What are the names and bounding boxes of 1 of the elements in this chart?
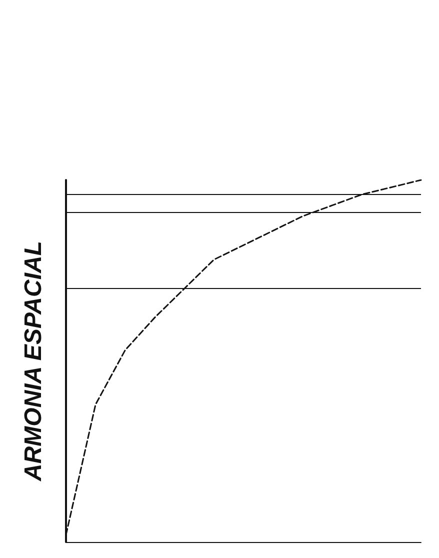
y-axis-title: ARMONIA ESPACIAL — [20, 241, 48, 481]
